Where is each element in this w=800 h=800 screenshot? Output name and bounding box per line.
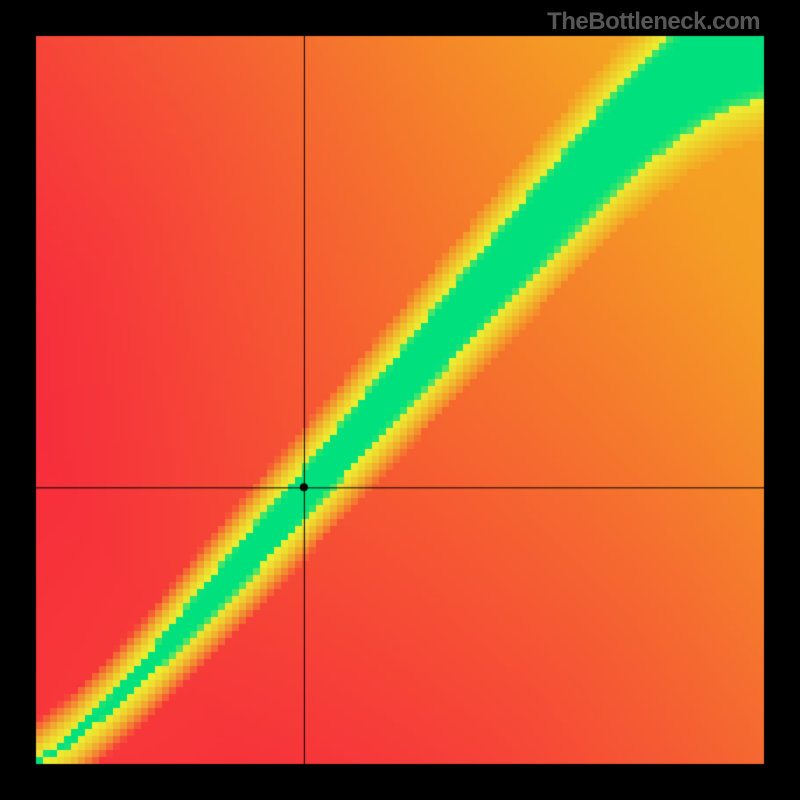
attribution-text: TheBottleneck.com bbox=[547, 8, 760, 36]
heatmap-canvas bbox=[0, 0, 800, 800]
chart-container: TheBottleneck.com bbox=[0, 0, 800, 800]
